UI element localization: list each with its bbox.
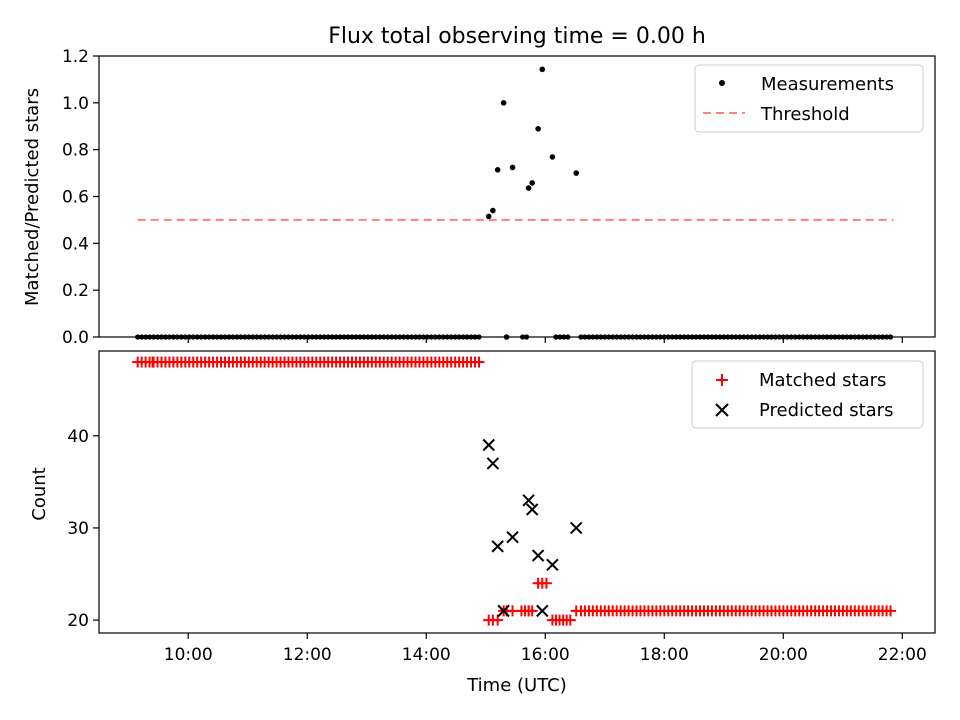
chart-title: Flux total observing time = 0.00 h	[328, 24, 706, 49]
bottom-y-tick-label: 30	[67, 519, 89, 539]
predicted-star-point	[506, 530, 519, 544]
matched-star-point	[147, 356, 159, 368]
bottom-x-tick-label: 18:00	[640, 645, 689, 665]
bottom-y-tick-label: 40	[67, 427, 89, 447]
measurement-point	[525, 185, 532, 191]
bottom-legend-box	[691, 360, 924, 429]
predicted-star-point	[531, 549, 545, 562]
bottom-x-tick-label: 20:00	[759, 645, 808, 665]
measurement-point	[529, 180, 535, 186]
measurement-point	[535, 126, 541, 132]
top-y-tick-label: 1.2	[62, 47, 89, 67]
top-y-tick-label: 1.0	[62, 94, 89, 114]
top-y-axis: 0.0 0.2 0.4 0.6 0.8 1.0 1.2	[62, 47, 99, 348]
top-y-tick-label: 0.4	[62, 234, 89, 254]
legend-matched-marker	[716, 374, 728, 386]
matched-star-point	[570, 605, 582, 617]
top-axes-frame	[98, 55, 936, 338]
bottom-panel: 20 30 40 10:00 12:00 14:00 16:00 18:00 20:00 22:…	[29, 350, 936, 696]
measurement-point	[500, 100, 507, 106]
measurement-point	[539, 66, 546, 73]
predicted-star-point	[482, 438, 495, 452]
legend-predicted-label: Predicted stars	[759, 400, 893, 421]
matched-star-point	[473, 356, 485, 368]
bottom-y-axis-label: Count	[29, 467, 50, 520]
legend-matched-label: Matched stars	[759, 370, 886, 391]
bottom-x-axis: 10:00 12:00 14:00 16:00 18:00 20:00 22:00	[164, 633, 927, 665]
bottom-x-tick-label: 16:00	[521, 645, 570, 665]
top-y-tick-label: 0.0	[62, 328, 89, 348]
bottom-axes-frame	[98, 350, 936, 634]
measurement-point	[490, 207, 496, 214]
predicted-star-point	[497, 604, 510, 618]
matched-star-point	[526, 605, 538, 617]
predicted-star-point	[525, 503, 539, 516]
top-y-axis-label: Matched/Predicted stars	[22, 88, 43, 306]
predicted-star-point	[546, 558, 559, 572]
matched-star-point	[564, 614, 576, 626]
predicted-star-point	[536, 604, 549, 618]
predicted-star-point	[569, 521, 583, 535]
measurement-point	[485, 213, 492, 220]
matched-star-point	[540, 577, 552, 589]
legend-measurements-label: Measurements	[761, 74, 894, 95]
bottom-x-tick-label: 14:00	[402, 645, 451, 665]
top-y-tick-label: 0.6	[62, 188, 89, 208]
predicted-star-point	[522, 494, 535, 507]
legend-measurements-marker	[719, 80, 725, 86]
bottom-y-axis: 20 30 40	[67, 427, 99, 631]
bottom-x-tick-label: 10:00	[164, 645, 213, 665]
measurement-point	[549, 154, 556, 160]
legend-predicted-marker	[715, 403, 729, 417]
matched-star-point	[546, 614, 558, 626]
bottom-x-tick-label: 22:00	[878, 645, 927, 665]
top-legend-box	[694, 64, 924, 133]
matched-star-point	[507, 605, 519, 617]
bottom-x-tick-label: 12:00	[283, 645, 332, 665]
bottom-plot-area	[132, 356, 897, 626]
top-y-tick-label: 0.8	[62, 141, 89, 161]
legend-threshold-label: Threshold	[760, 104, 850, 125]
measurement-point	[573, 170, 580, 176]
top-panel: Flux total observing time = 0.00 h 0.00.…	[22, 24, 936, 348]
measurement-point	[494, 167, 501, 173]
top-y-tick-label: 0.2	[62, 281, 89, 301]
bottom-y-tick-label: 20	[67, 611, 89, 631]
bottom-legend: Matched stars Predicted stars	[691, 360, 924, 429]
measurement-point	[509, 164, 516, 171]
top-x-axis	[187, 337, 903, 343]
predicted-star-point	[491, 540, 504, 553]
top-legend: Measurements Threshold	[694, 64, 924, 133]
matched-star-point	[492, 614, 504, 626]
matched-star-point	[885, 605, 897, 617]
predicted-star-point	[486, 457, 500, 470]
bottom-x-axis-label: Time (UTC)	[466, 675, 567, 696]
